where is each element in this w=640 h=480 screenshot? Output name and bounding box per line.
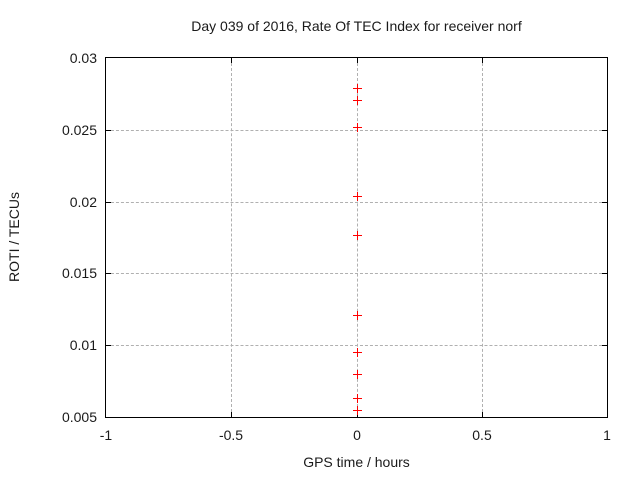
x-tick-mark <box>231 58 232 63</box>
x-tick-mark <box>231 412 232 417</box>
plot-area <box>105 57 608 418</box>
h-gridline <box>106 273 607 274</box>
data-point-marker <box>353 192 362 201</box>
x-tick-label: -1 <box>99 427 113 443</box>
h-gridline <box>106 345 607 346</box>
x-tick-mark <box>482 58 483 63</box>
y-tick-mark <box>602 202 607 203</box>
chart-title: Day 039 of 2016, Rate Of TEC Index for r… <box>191 18 522 34</box>
y-tick-label: 0.005 <box>61 409 97 425</box>
v-gridline <box>482 58 483 417</box>
y-tick-mark <box>106 202 111 203</box>
x-tick-label: 1 <box>603 427 611 443</box>
y-tick-mark <box>106 273 111 274</box>
x-tick-label: -0.5 <box>218 427 244 443</box>
data-point-marker <box>353 370 362 379</box>
data-point-marker <box>353 123 362 132</box>
y-tick-mark <box>106 130 111 131</box>
y-tick-mark <box>602 273 607 274</box>
data-point-marker <box>353 348 362 357</box>
x-tick-mark <box>357 58 358 63</box>
y-tick-label: 0.025 <box>61 122 97 138</box>
y-tick-mark <box>106 345 111 346</box>
data-point-marker <box>353 311 362 320</box>
x-tick-label: 0 <box>353 427 361 443</box>
x-axis-title: GPS time / hours <box>303 454 410 470</box>
data-point-marker <box>353 84 362 93</box>
x-tick-label: 0.5 <box>472 427 492 443</box>
y-tick-label: 0.02 <box>69 194 97 210</box>
x-tick-mark <box>482 412 483 417</box>
h-gridline <box>106 130 607 131</box>
y-tick-label: 0.01 <box>69 337 97 353</box>
data-point-marker <box>353 394 362 403</box>
y-tick-label: 0.015 <box>61 265 97 281</box>
v-gridline <box>231 58 232 417</box>
y-tick-mark <box>602 345 607 346</box>
data-point-marker <box>353 96 362 105</box>
h-gridline <box>106 202 607 203</box>
y-tick-mark <box>602 130 607 131</box>
data-point-marker <box>353 406 362 415</box>
data-point-marker <box>353 231 362 240</box>
y-tick-label: 0.03 <box>69 50 97 66</box>
